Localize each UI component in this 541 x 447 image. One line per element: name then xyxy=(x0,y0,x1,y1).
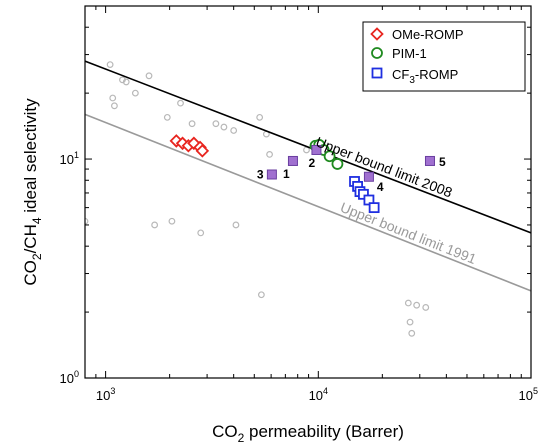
legend-marker-cf3-romp xyxy=(371,67,383,79)
background-point xyxy=(111,102,118,110)
background-point xyxy=(177,99,184,107)
background-point xyxy=(404,299,412,307)
background-point xyxy=(145,72,153,80)
background-point xyxy=(257,291,265,299)
pim-1-point xyxy=(323,150,336,163)
ome-romp-point xyxy=(195,144,210,158)
background-point xyxy=(131,89,139,97)
labeled-point-label-1: 1 xyxy=(283,167,290,181)
axis-ticks: 103 104 105 100 101 xyxy=(60,5,538,403)
background-point xyxy=(106,61,114,68)
background-point xyxy=(109,94,117,102)
background-point xyxy=(230,127,238,134)
labeled-point-5 xyxy=(424,155,435,166)
upper-bound-line-1991 xyxy=(85,113,531,292)
background-point xyxy=(168,217,176,225)
background-point xyxy=(212,120,220,128)
x-tick-label: 105 xyxy=(519,386,538,403)
background-point xyxy=(256,113,264,121)
legend-entry-pim-1: PIM-1 xyxy=(392,46,427,61)
background-point xyxy=(422,304,430,311)
legend-box xyxy=(362,21,526,92)
legend-marker-pim-1 xyxy=(371,47,383,59)
background-point xyxy=(220,123,228,131)
labeled-point-2 xyxy=(311,144,322,155)
x-axis-title: CO2 permeability (Barrer) xyxy=(212,422,404,445)
background-point xyxy=(188,120,196,128)
cf3-romp-point xyxy=(358,188,369,200)
legend: OMe-ROMP PIM-1 CF3-ROMP xyxy=(362,21,526,92)
labeled-point-label-3: 3 xyxy=(257,167,264,181)
background-point xyxy=(413,301,421,309)
background-point xyxy=(232,221,240,229)
legend-entry-cf3-romp: CF3-ROMP xyxy=(392,67,458,86)
pim-1-point xyxy=(331,158,344,170)
labeled-point-3 xyxy=(266,169,277,180)
x-tick-label: 103 xyxy=(96,386,115,403)
legend-marker-ome-romp xyxy=(370,27,384,41)
background-point xyxy=(406,318,414,326)
background-point xyxy=(163,113,171,121)
x-tick-label: 104 xyxy=(309,386,328,403)
labeled-point-label-4: 4 xyxy=(377,180,384,194)
y-axis-title: CO2/CH4 ideal selectivity xyxy=(21,98,44,286)
labeled-point-label-5: 5 xyxy=(439,155,446,169)
labeled-points: 1 2 3 4 5 xyxy=(257,144,446,194)
background-point xyxy=(408,329,416,337)
background-point xyxy=(122,78,130,86)
upper-bound-lines xyxy=(85,60,531,292)
background-point xyxy=(266,151,273,158)
background-points xyxy=(85,61,430,337)
legend-entry-ome-romp: OMe-ROMP xyxy=(392,27,464,42)
background-point xyxy=(197,229,205,237)
background-point xyxy=(151,221,159,229)
upper-bound-line-2008 xyxy=(85,60,531,234)
legend-markers xyxy=(370,27,384,79)
plot-frame xyxy=(84,5,532,379)
labeled-point-label-2: 2 xyxy=(308,156,315,170)
y-tick-label: 101 xyxy=(60,150,79,167)
labeled-point-4 xyxy=(363,171,374,182)
y-tick-label: 100 xyxy=(60,369,79,386)
labeled-point-1 xyxy=(287,155,298,166)
cf3-romp-point xyxy=(368,202,380,214)
background-point xyxy=(85,217,89,225)
